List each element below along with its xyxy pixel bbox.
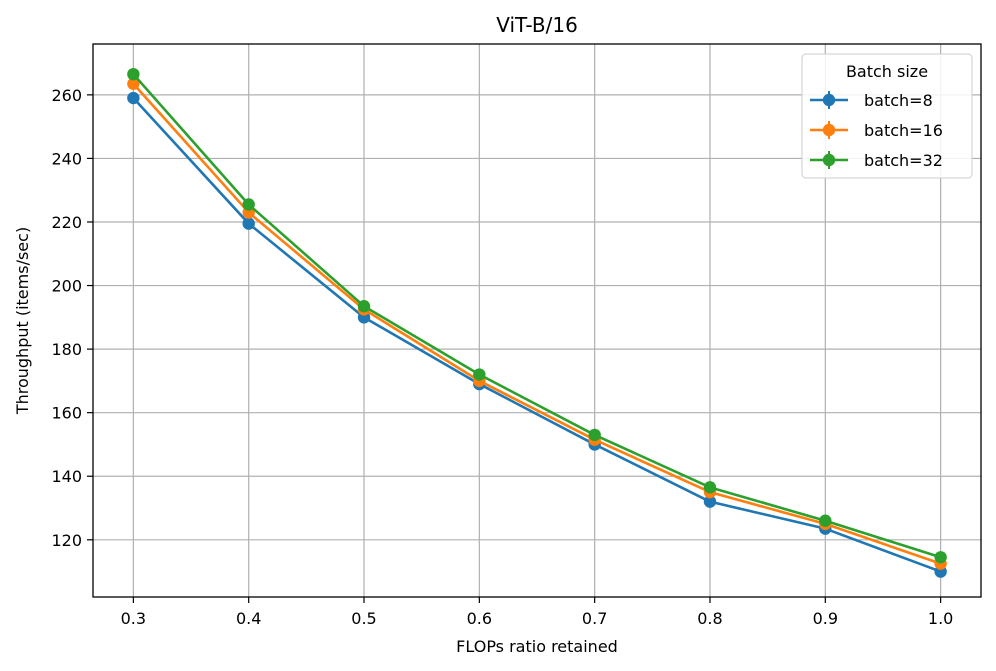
data-point	[588, 428, 601, 442]
series-line	[132, 82, 942, 565]
data-point	[703, 495, 717, 508]
legend-marker	[822, 153, 836, 167]
data-point	[127, 91, 140, 105]
legend-box	[801, 53, 973, 179]
legend-title: Batch size	[846, 62, 928, 81]
y-tick-label: 200	[51, 277, 82, 296]
y-tick-label: 120	[51, 531, 82, 550]
x-tick-label: 0.9	[813, 609, 838, 628]
x-tick-label: 0.7	[582, 609, 607, 628]
x-tick-label: 0.5	[351, 609, 376, 628]
y-tick-label: 140	[51, 467, 82, 486]
data-point	[127, 77, 140, 90]
y-tick-label: 160	[51, 404, 82, 423]
data-point	[127, 67, 140, 81]
y-tick-label: 240	[51, 149, 82, 168]
legend-marker	[822, 93, 836, 107]
axis-ticks: 0.3 0.4 0.5 0.6 0.7 0.8 0.9 1.0 120 140 160 180 200 2…	[51, 86, 953, 628]
data-point	[473, 368, 486, 381]
x-tick-label: 0.4	[236, 609, 261, 628]
legend-item: batch=8	[810, 91, 933, 110]
legend-item: batch=32	[810, 151, 943, 170]
chart-title: ViT-B/16	[496, 13, 578, 37]
plot-area-frame	[92, 43, 982, 598]
series-line	[132, 73, 942, 559]
legend-label: batch=8	[864, 91, 933, 110]
data-point	[357, 299, 371, 313]
x-tick-label: 0.3	[121, 609, 146, 628]
data-point	[819, 514, 832, 527]
data-point	[242, 198, 255, 211]
data-point	[703, 481, 717, 494]
x-axis-label: FLOPs ratio retained	[456, 637, 618, 656]
grid	[93, 44, 981, 597]
y-tick-label: 180	[51, 340, 82, 359]
legend: Batch size batch=8 batch=16 batch=32	[801, 53, 973, 179]
x-tick-label: 0.6	[467, 609, 492, 628]
series-batch=32	[127, 67, 947, 564]
x-tick-label: 1.0	[928, 609, 953, 628]
data-point	[934, 551, 947, 564]
series-layer	[127, 67, 947, 578]
legend-label: batch=32	[864, 151, 943, 170]
legend-marker	[822, 123, 836, 137]
legend-item: batch=16	[810, 121, 943, 140]
y-axis-label: Throughput (items/sec)	[13, 227, 32, 415]
legend-label: batch=16	[864, 121, 943, 140]
data-point	[242, 217, 255, 230]
x-tick-label: 0.8	[697, 609, 722, 628]
y-tick-label: 260	[51, 86, 82, 105]
y-tick-label: 220	[51, 213, 82, 232]
series-line	[132, 97, 942, 573]
